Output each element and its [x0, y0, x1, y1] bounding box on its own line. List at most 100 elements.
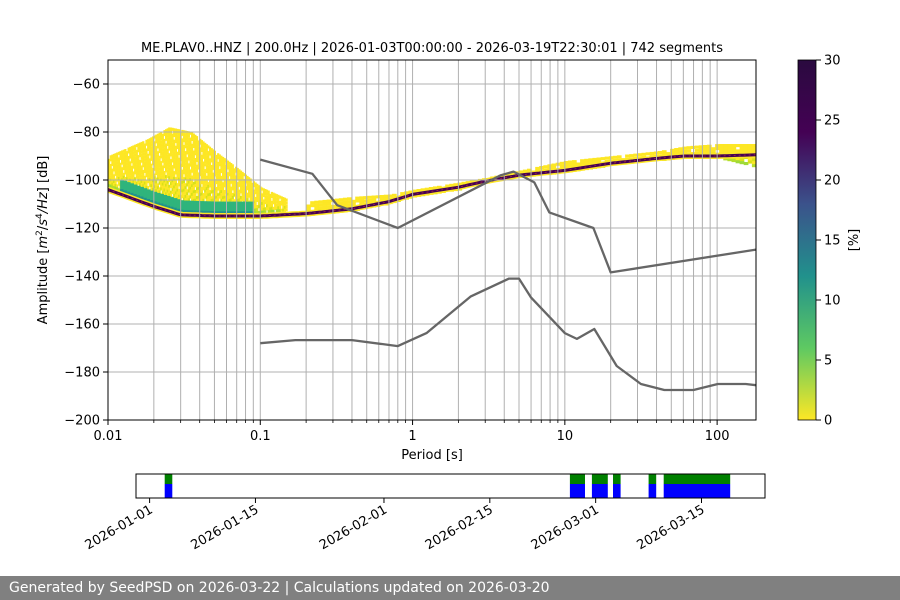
y-tick-label: −100 [64, 174, 100, 189]
heatmap-cell [155, 151, 158, 155]
heatmap-cell [181, 175, 184, 179]
heatmap-cell [140, 150, 143, 154]
heatmap-cell [306, 204, 311, 208]
heatmap-cell [197, 198, 200, 202]
heatmap-cell [226, 192, 230, 196]
heatmap-cell [326, 202, 332, 206]
heatmap-cell [169, 127, 173, 131]
heatmap-cell [270, 209, 273, 213]
heatmap-cell [326, 199, 332, 203]
heatmap-cell [272, 195, 275, 199]
heatmap-cell [223, 190, 226, 194]
heatmap-cell [238, 198, 241, 202]
heatmap-cell [649, 151, 655, 155]
heatmap-cell [173, 148, 176, 152]
heatmap-cell [124, 149, 127, 153]
heatmap-cell [109, 175, 112, 179]
heatmap-cell [191, 164, 194, 168]
heatmap-cell [171, 150, 174, 154]
noise-model-nhnm [259, 158, 756, 274]
heatmap-cell [122, 158, 125, 162]
heatmap-cell [173, 198, 178, 211]
heatmap-cell [217, 164, 220, 168]
heatmap-cell [217, 176, 220, 180]
heatmap-cell [200, 145, 203, 149]
heatmap-cell [130, 183, 134, 196]
heatmap-cell [134, 177, 137, 181]
heatmap-cell [122, 155, 125, 159]
heatmap-cell [111, 179, 114, 183]
heatmap-cell [197, 172, 200, 176]
heatmap-cell [142, 149, 145, 153]
heatmap-cell [171, 179, 174, 183]
heatmap-cell [130, 179, 133, 183]
heatmap-cell [223, 158, 226, 162]
heatmap-cell [145, 142, 148, 146]
heatmap-cell [129, 152, 132, 156]
heatmap-cell [111, 182, 114, 186]
heatmap-cell [204, 192, 207, 196]
heatmap-cell [222, 165, 225, 169]
heatmap-cell [233, 185, 236, 189]
heatmap-cell [116, 155, 119, 159]
heatmap-cell [197, 149, 200, 153]
heatmap-cell [178, 129, 181, 133]
heatmap-cell [186, 177, 189, 181]
heatmap-cell [279, 206, 282, 210]
heatmap-cell [125, 165, 129, 169]
heatmap-cell [238, 172, 241, 176]
heatmap-cell [189, 181, 192, 185]
heatmap-cell [181, 152, 184, 156]
heatmap-cell [181, 155, 184, 159]
heatmap-cell [596, 160, 602, 164]
heatmap-cell [129, 155, 132, 159]
psd-figure: ME.PLAV0..HNZ | 200.0Hz | 2026-01-03T00:… [35, 41, 862, 553]
heatmap-cell [248, 185, 251, 189]
heatmap-cell [199, 161, 202, 165]
heatmap-cell [155, 146, 158, 150]
heatmap-cell [751, 144, 756, 148]
heatmap-cell [174, 177, 177, 181]
heatmap-cell [200, 169, 203, 173]
heatmap-cell [153, 176, 156, 180]
heatmap-cell [173, 133, 176, 137]
heatmap-cell [731, 147, 737, 151]
heatmap-cell [114, 153, 117, 157]
heatmap-cell [147, 139, 150, 143]
heatmap-cell [205, 147, 208, 151]
heatmap-cell [208, 169, 212, 173]
heatmap-cell [207, 190, 210, 194]
heatmap-cell [166, 128, 169, 132]
heatmap-cell [223, 161, 226, 165]
heatmap-cell [326, 205, 332, 209]
heatmap-cell [169, 150, 173, 154]
heatmap-cell [231, 195, 234, 199]
heatmap-cell [191, 190, 194, 194]
heatmap-cell [169, 141, 173, 145]
heatmap-cell [153, 188, 156, 192]
heatmap-cell [130, 154, 133, 158]
heatmap-cell [127, 158, 130, 162]
heatmap-cell [241, 177, 244, 181]
heatmap-cell [351, 202, 356, 206]
heatmap-cell [187, 186, 190, 190]
heatmap-cell [199, 153, 202, 157]
heatmap-cell [171, 185, 174, 189]
heatmap-cell [191, 175, 194, 179]
heatmap-cell [254, 211, 257, 215]
heatmap-cell [208, 164, 212, 168]
heatmap-cell [174, 140, 177, 144]
heatmap-cell [207, 173, 210, 177]
heatmap-cell [137, 149, 140, 153]
heatmap-cell [261, 193, 264, 197]
heatmap-cell [205, 170, 208, 174]
heatmap-cell [228, 184, 231, 188]
heatmap-cell [189, 195, 192, 199]
heatmap-cell [257, 196, 260, 200]
heatmap-cell [140, 180, 143, 184]
heatmap-cell [166, 142, 169, 146]
heatmap-cell [217, 161, 220, 165]
heatmap-cell [592, 160, 598, 164]
colorbar-tick-label: 30 [824, 54, 841, 69]
